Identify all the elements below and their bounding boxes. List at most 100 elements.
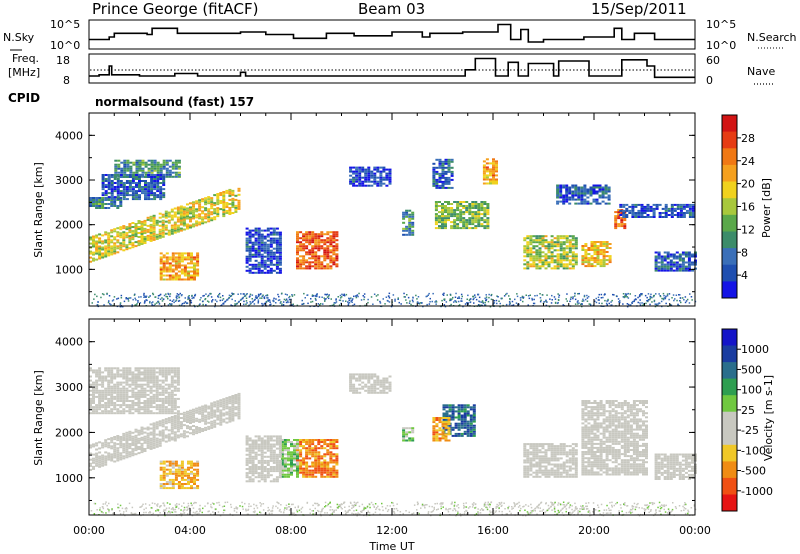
data-cell bbox=[657, 251, 661, 254]
data-cell bbox=[171, 167, 175, 170]
y-tick-label: 1000 bbox=[55, 263, 83, 276]
data-cell bbox=[465, 201, 469, 203]
data-cell bbox=[434, 221, 438, 224]
data-cell bbox=[216, 203, 220, 206]
data-cell bbox=[256, 296, 258, 299]
data-cell bbox=[691, 269, 694, 272]
data-cell bbox=[225, 407, 229, 410]
data-cell bbox=[565, 194, 569, 197]
data-cell bbox=[149, 391, 153, 394]
data-cell bbox=[122, 445, 126, 448]
data-cell bbox=[485, 182, 489, 185]
data-cell bbox=[538, 267, 542, 270]
data-cell bbox=[231, 199, 235, 202]
data-cell bbox=[89, 238, 92, 241]
data-cell bbox=[556, 241, 560, 244]
data-cell bbox=[367, 180, 371, 183]
data-cell bbox=[691, 261, 694, 264]
data-cell bbox=[180, 478, 184, 481]
colorbar-segment bbox=[722, 115, 737, 133]
data-cell bbox=[234, 300, 236, 302]
data-cell bbox=[326, 247, 330, 250]
data-cell bbox=[101, 379, 105, 382]
data-cell bbox=[251, 294, 254, 296]
data-cell bbox=[474, 296, 477, 298]
data-cell bbox=[402, 211, 406, 214]
data-cell bbox=[167, 367, 171, 370]
data-cell bbox=[89, 205, 92, 207]
data-cell bbox=[147, 196, 151, 199]
data-cell bbox=[304, 297, 306, 299]
data-cell bbox=[550, 253, 554, 256]
data-cell bbox=[228, 412, 232, 415]
data-cell bbox=[210, 213, 214, 216]
data-cell bbox=[89, 389, 92, 392]
data-cell bbox=[104, 203, 108, 205]
data-cell bbox=[95, 379, 99, 382]
data-cell bbox=[168, 266, 172, 269]
data-cell bbox=[144, 173, 148, 176]
data-cell bbox=[187, 256, 190, 259]
data-cell bbox=[131, 379, 135, 382]
data-cell bbox=[134, 447, 138, 449]
data-cell bbox=[547, 261, 551, 264]
data-cell bbox=[447, 217, 450, 220]
data-cell bbox=[608, 261, 612, 264]
data-cell bbox=[171, 472, 175, 475]
data-cell bbox=[540, 299, 542, 302]
data-cell bbox=[192, 414, 195, 417]
data-cell bbox=[228, 294, 231, 297]
data-cell bbox=[580, 202, 584, 205]
data-cell bbox=[190, 274, 193, 277]
data-cell bbox=[571, 190, 575, 193]
data-cell bbox=[687, 267, 691, 270]
data-cell bbox=[113, 236, 117, 239]
data-cell bbox=[177, 171, 181, 174]
data-cell bbox=[174, 468, 178, 471]
data-cell bbox=[541, 255, 545, 258]
data-cell bbox=[131, 400, 135, 402]
data-cell bbox=[562, 241, 566, 244]
data-cell bbox=[104, 445, 108, 448]
data-cell bbox=[170, 395, 174, 398]
data-cell bbox=[237, 207, 241, 210]
data-cell bbox=[450, 178, 454, 181]
data-cell bbox=[649, 205, 653, 208]
data-cell bbox=[349, 178, 353, 181]
data-cell bbox=[257, 227, 261, 230]
data-cell bbox=[531, 299, 534, 301]
data-cell bbox=[631, 203, 635, 206]
data-cell bbox=[269, 257, 273, 260]
data-cell bbox=[462, 213, 466, 216]
data-cell bbox=[162, 196, 166, 199]
data-cell bbox=[179, 209, 183, 212]
data-cell bbox=[98, 377, 102, 380]
data-cell bbox=[92, 199, 95, 201]
data-cell bbox=[117, 297, 120, 300]
data-cell bbox=[544, 259, 548, 262]
data-cell bbox=[113, 389, 117, 392]
data-cell bbox=[632, 300, 634, 303]
data-cell bbox=[465, 207, 469, 209]
data-cell bbox=[488, 293, 490, 296]
data-cell bbox=[136, 303, 138, 305]
data-cell bbox=[195, 222, 199, 225]
nsearch-label: N.Search bbox=[747, 31, 797, 44]
data-cell bbox=[608, 255, 612, 258]
data-cell bbox=[167, 369, 171, 372]
data-cell bbox=[190, 278, 193, 281]
data-cell bbox=[164, 367, 168, 370]
data-cell bbox=[159, 466, 163, 469]
data-cell bbox=[193, 268, 196, 271]
data-cell bbox=[326, 257, 330, 260]
data-cell bbox=[128, 227, 132, 230]
data-cell bbox=[459, 205, 463, 207]
data-cell bbox=[373, 176, 377, 179]
data-cell bbox=[602, 257, 606, 260]
data-cell bbox=[125, 297, 127, 299]
data-cell bbox=[665, 302, 667, 305]
data-cell bbox=[640, 205, 644, 208]
data-cell bbox=[113, 250, 117, 253]
data-cell bbox=[161, 373, 165, 376]
data-cell bbox=[116, 451, 120, 454]
